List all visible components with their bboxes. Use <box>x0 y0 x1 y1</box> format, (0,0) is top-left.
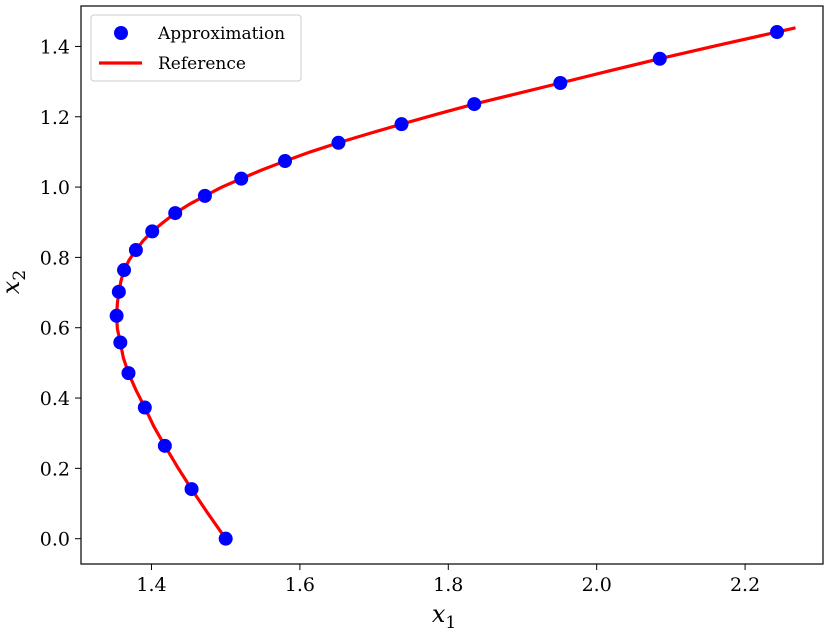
x-tick-label: 1.8 <box>433 574 463 596</box>
series-layer <box>109 25 796 546</box>
approximation-point <box>157 438 172 453</box>
legend-approximation-label: Approximation <box>157 24 285 44</box>
reference-line <box>115 26 796 540</box>
legend: Approximation Reference <box>90 14 302 82</box>
x-tick-label: 2.0 <box>582 574 612 596</box>
legend-approximation-marker <box>114 26 128 40</box>
approximation-point <box>168 206 183 221</box>
approximation-point <box>117 263 132 278</box>
approximation-point <box>121 366 136 381</box>
approximation-point <box>467 97 482 112</box>
approximation-point <box>128 243 143 258</box>
y-tick-label: 0.6 <box>40 318 70 340</box>
x-axis-label-var: x <box>432 600 446 628</box>
y-tick-label: 1.2 <box>40 107 70 129</box>
approximation-point <box>652 51 667 66</box>
approximation-point <box>769 25 784 40</box>
y-axis-ticks: 0.0 0.2 0.4 0.6 0.8 1.0 1.2 1.4 <box>40 36 81 551</box>
x-tick-label: 1.6 <box>285 574 315 596</box>
x-axis-label-sub: 1 <box>445 613 456 633</box>
approximation-point <box>218 531 233 546</box>
y-tick-label: 0.8 <box>40 247 70 269</box>
approximation-point <box>113 335 128 350</box>
x-tick-label: 2.2 <box>730 574 760 596</box>
approximation-point <box>331 135 346 150</box>
y-axis-label-sub: 2 <box>10 270 30 281</box>
y-tick-label: 1.4 <box>40 36 70 58</box>
y-axis-label: x2 <box>0 270 30 294</box>
approximation-point <box>553 76 568 91</box>
y-tick-label: 0.2 <box>40 458 70 480</box>
approximation-point <box>137 400 152 415</box>
x-tick-label: 1.4 <box>136 574 166 596</box>
approximation-point <box>184 482 199 497</box>
y-axis-label-var: x <box>0 280 25 294</box>
approximation-point <box>145 224 160 239</box>
plot-area <box>80 5 824 565</box>
y-tick-label: 0.0 <box>40 529 70 551</box>
y-tick-label: 0.4 <box>40 388 70 410</box>
approximation-point <box>278 154 293 169</box>
legend-reference-label: Reference <box>158 54 246 74</box>
approximation-point <box>394 117 409 132</box>
approximation-point <box>111 284 126 299</box>
approximation-point <box>197 188 212 203</box>
x-axis-ticks: 1.4 1.6 1.8 2.0 2.2 <box>136 564 760 596</box>
legend-box <box>90 14 302 82</box>
x-axis-label: x1 <box>432 600 456 633</box>
approximation-point <box>109 308 124 323</box>
approximation-point <box>234 171 249 186</box>
y-tick-label: 1.0 <box>40 177 70 199</box>
